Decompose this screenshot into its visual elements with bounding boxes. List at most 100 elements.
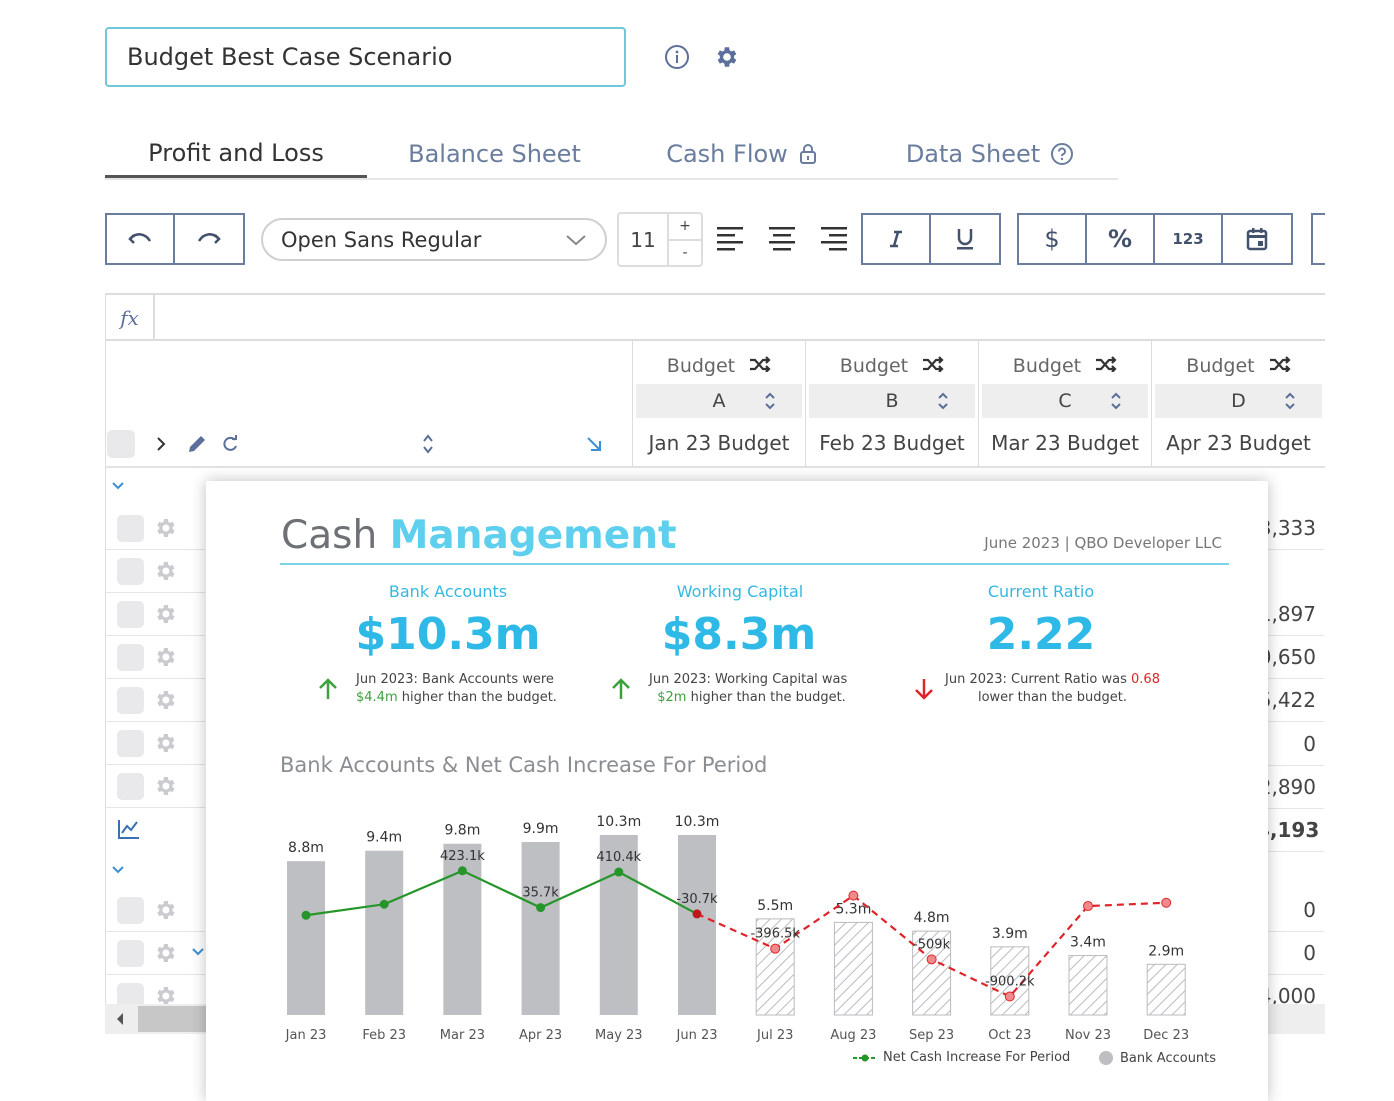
row-checkbox[interactable] <box>117 730 144 757</box>
underline-button[interactable] <box>931 215 999 263</box>
cash-management-card: Cash Management June 2023 | QBO Develope… <box>206 481 1268 1101</box>
column-header-c[interactable]: Budget C Mar 23 Budget <box>978 341 1151 467</box>
scrollbar-thumb[interactable] <box>138 1006 218 1032</box>
column-name: Feb 23 Budget <box>819 431 965 455</box>
row-gear-icon[interactable] <box>153 645 177 669</box>
net-cash-point <box>848 890 859 901</box>
row-gear-icon[interactable] <box>153 602 177 626</box>
kpi-cr-value: 2.22 <box>986 609 1096 660</box>
shuffle-icon[interactable] <box>1269 356 1291 373</box>
help-icon <box>1051 143 1074 165</box>
note-text: Jun 2023: Bank Accounts were <box>356 672 554 687</box>
tab-balance-sheet[interactable]: Balance Sheet <box>367 130 622 178</box>
note-highlight: $4.4m <box>356 690 398 705</box>
row-gear-icon[interactable] <box>153 731 177 755</box>
sort-icon[interactable] <box>1283 390 1297 412</box>
net-cash-point <box>1083 901 1093 912</box>
shuffle-icon[interactable] <box>1095 356 1117 373</box>
date-button[interactable] <box>1223 215 1291 263</box>
row-checkbox[interactable] <box>117 601 144 628</box>
cell-value[interactable]: 0 <box>1303 898 1316 922</box>
chevron-down-icon[interactable] <box>191 946 205 958</box>
number-button[interactable]: 123 <box>1155 215 1223 263</box>
row-checkbox[interactable] <box>117 687 144 714</box>
cell-value[interactable]: 3,333 <box>1258 516 1316 540</box>
info-icon[interactable] <box>664 44 690 70</box>
row-checkbox[interactable] <box>117 897 144 924</box>
row-checkbox[interactable] <box>117 644 144 671</box>
column-letter-text: C <box>1058 390 1072 412</box>
gear-icon[interactable] <box>713 44 739 70</box>
chart-icon[interactable] <box>117 818 141 840</box>
italic-button[interactable] <box>863 215 931 263</box>
row-divider <box>1268 721 1324 722</box>
sort-icon[interactable] <box>936 390 950 412</box>
font-size-decrease[interactable]: - <box>682 244 688 261</box>
column-group-label: Budget <box>979 355 1151 377</box>
fx-icon: fx <box>105 295 155 341</box>
row-control <box>105 932 205 975</box>
sheet-tabs: Profit and Loss Balance Sheet Cash Flow … <box>105 130 1118 180</box>
column-name: Mar 23 Budget <box>991 431 1139 455</box>
cell-value[interactable]: 0,650 <box>1258 645 1316 669</box>
percent-button[interactable]: % <box>1087 215 1155 263</box>
column-header-b[interactable]: Budget B Feb 23 Budget <box>805 341 978 467</box>
expand-icon[interactable] <box>154 435 168 453</box>
kpi-wc-note: Jun 2023: Working Capital was $2m higher… <box>649 671 847 707</box>
row-checkbox[interactable] <box>117 773 144 800</box>
font-family-select[interactable]: Open Sans Regular <box>261 218 607 261</box>
row-checkbox[interactable] <box>117 940 144 967</box>
row-gear-icon[interactable] <box>153 898 177 922</box>
column-letter-text: D <box>1231 390 1246 412</box>
column-name: Jan 23 Budget <box>648 431 790 455</box>
sort-icon[interactable] <box>421 432 435 456</box>
row-gear-icon[interactable] <box>153 984 177 1008</box>
row-gear-icon[interactable] <box>153 688 177 712</box>
tab-profit-and-loss[interactable]: Profit and Loss <box>105 130 367 178</box>
align-right-icon[interactable] <box>820 224 848 254</box>
cell-value[interactable]: 2,890 <box>1258 775 1316 799</box>
sort-icon[interactable] <box>763 390 777 412</box>
pencil-icon[interactable] <box>186 433 208 455</box>
font-size-increase[interactable]: + <box>669 214 701 241</box>
row-gear-icon[interactable] <box>153 774 177 798</box>
cell-value[interactable]: 5,422 <box>1258 688 1316 712</box>
row-gear-icon[interactable] <box>153 516 177 540</box>
scenario-name-field[interactable] <box>105 27 626 87</box>
cell-value[interactable]: 1,897 <box>1258 602 1316 626</box>
number-format-group: $ % 123 <box>1017 213 1293 265</box>
arrow-down-right-icon[interactable] <box>584 434 604 454</box>
align-center-icon[interactable] <box>768 224 796 254</box>
currency-button[interactable]: $ <box>1019 215 1087 263</box>
row-checkbox[interactable] <box>117 558 144 585</box>
toolbar-overflow-button[interactable] <box>1311 213 1325 265</box>
note-highlight: 0.68 <box>1131 672 1160 687</box>
shuffle-icon[interactable] <box>922 356 944 373</box>
net-cash-point <box>536 903 546 913</box>
sort-icon[interactable] <box>1109 390 1123 412</box>
undo-button[interactable] <box>107 215 175 263</box>
cell-value[interactable]: 0 <box>1303 732 1316 756</box>
column-header-a[interactable]: Budget A Jan 23 Budget <box>632 341 805 467</box>
select-all-checkbox[interactable] <box>107 430 135 458</box>
refresh-icon[interactable] <box>220 434 240 454</box>
row-control <box>105 550 205 593</box>
collapse-icon[interactable] <box>111 480 125 492</box>
scroll-left-icon[interactable] <box>114 1011 126 1027</box>
tab-cash-flow[interactable]: Cash Flow <box>622 130 862 178</box>
tab-data-sheet[interactable]: Data Sheet <box>862 130 1118 178</box>
cell-value[interactable]: 0 <box>1303 941 1316 965</box>
row-gear-icon[interactable] <box>153 941 177 965</box>
scenario-name-input[interactable] <box>127 43 604 71</box>
number-icon: 123 <box>1172 230 1204 248</box>
align-left-icon[interactable] <box>716 224 744 254</box>
shuffle-icon[interactable] <box>749 356 771 373</box>
redo-button[interactable] <box>175 215 243 263</box>
row-checkbox[interactable] <box>117 515 144 542</box>
row-gear-icon[interactable] <box>153 559 177 583</box>
font-size-stepper[interactable]: 11 + - <box>617 212 703 267</box>
column-header-d[interactable]: Budget D Apr 23 Budget <box>1151 341 1325 467</box>
formula-bar[interactable]: fx <box>105 293 1325 341</box>
collapse-icon[interactable] <box>111 864 125 876</box>
column-name: Apr 23 Budget <box>1166 431 1311 455</box>
